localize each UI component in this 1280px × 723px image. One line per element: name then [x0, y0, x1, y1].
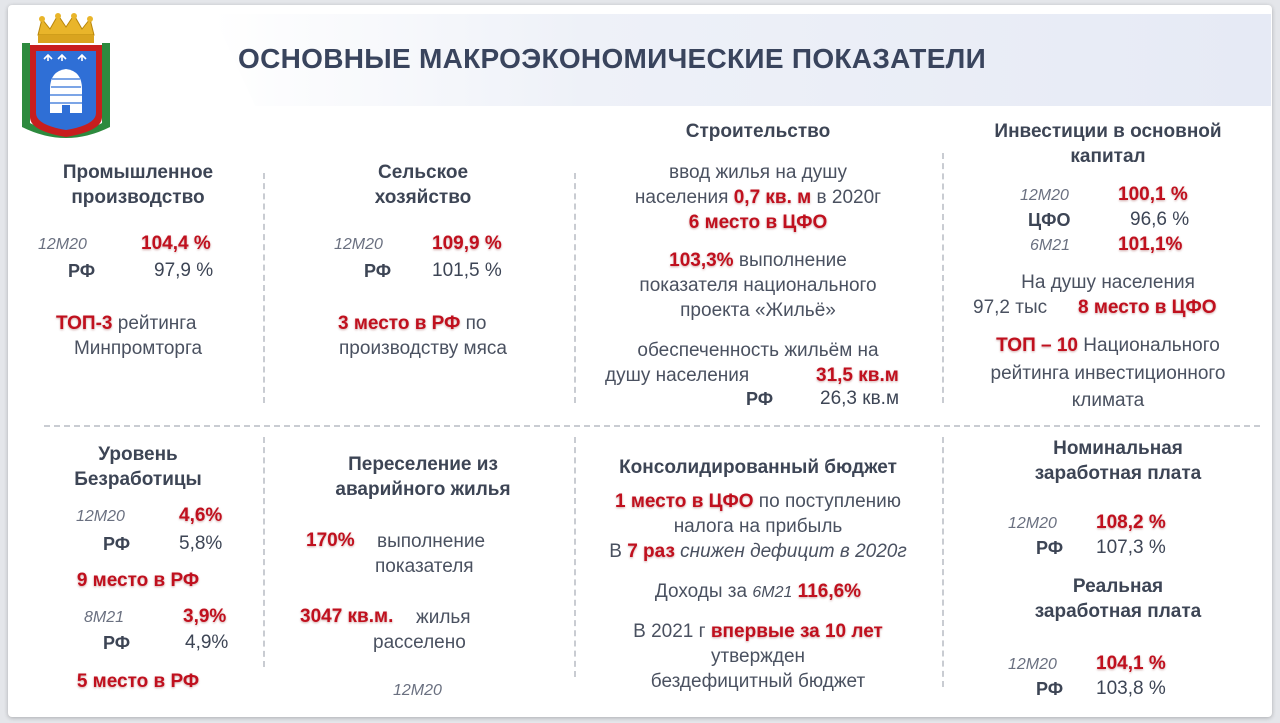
resettlement-text1a: выполнение: [377, 531, 486, 552]
vertical-divider: [263, 173, 265, 403]
budget-line4: Доходы за 6М21 116,6%: [654, 581, 862, 602]
nominal-wage-value: 108,2 %: [1096, 512, 1166, 533]
unemployment-rf1-label: РФ: [103, 534, 131, 554]
coat-of-arms-icon: [22, 13, 110, 138]
vertical-divider: [942, 153, 944, 403]
industry-heading-line2: производство: [71, 187, 205, 208]
resettlement-text2b: расселено: [373, 632, 466, 653]
unemployment-heading-line2: Безработицы: [74, 469, 202, 490]
construction-line2: населения 0,7 кв. м в 2020г: [634, 187, 882, 208]
agriculture-rank: 3 место в РФ по: [338, 313, 487, 334]
nominal-wage-heading-line2: заработная плата: [1034, 463, 1202, 484]
resettlement-value1: 170%: [306, 530, 355, 551]
budget-line5: В 2021 г впервые за 10 лет: [633, 621, 883, 642]
resettlement-text1b: показателя: [375, 556, 474, 577]
budget-line6: утвержден: [710, 646, 806, 667]
slide: ОСНОВНЫЕ МАКРОЭКОНОМИЧЕСКИЕ ПОКАЗАТЕЛИ: [8, 5, 1272, 717]
investment-line5: климата: [1071, 390, 1145, 411]
construction-line5: показателя национального: [639, 275, 877, 296]
investment-heading-line1: Инвестиции в основной: [994, 121, 1222, 142]
real-wage-rf-value: 103,8 %: [1096, 678, 1166, 699]
construction-rf-label: РФ: [746, 389, 774, 409]
construction-line7: обеспеченность жильём на: [637, 340, 879, 361]
resettlement-period-label: 12М20: [393, 682, 442, 699]
investment-cfo-value: 96,6 %: [1130, 209, 1190, 230]
resettlement-heading-line2: аварийного жилья: [335, 479, 511, 500]
industry-value: 104,4 %: [141, 233, 211, 254]
budget-line3: В 7 раз снижен дефицит в 2020г: [609, 541, 907, 562]
unemployment-rank1: 9 место в РФ: [76, 570, 200, 591]
agriculture-heading-line1: Сельское: [377, 162, 469, 183]
real-wage-heading-line2: заработная плата: [1034, 601, 1202, 622]
budget-line2: налога на прибыль: [673, 516, 843, 537]
resettlement-text2a: жилья: [416, 607, 471, 628]
nominal-wage-rf-label: РФ: [1036, 538, 1064, 558]
investment-cfo-label: ЦФО: [1028, 210, 1071, 230]
investment-value1: 100,1 %: [1118, 184, 1188, 205]
construction-rank: 6 место в ЦФО: [688, 212, 828, 233]
industry-rf-value: 97,9 %: [154, 260, 214, 281]
unemployment-value1: 4,6%: [179, 505, 223, 526]
construction-rf-value: 26,3 кв.м: [820, 388, 900, 409]
real-wage-period-label: 12М20: [1008, 656, 1057, 673]
industry-heading-line1: Промышленное: [62, 162, 214, 183]
nominal-wage-rf-value: 107,3 %: [1096, 537, 1166, 558]
agriculture-rf-value: 101,5 %: [432, 260, 502, 281]
investment-rank: 8 место в ЦФО: [1078, 297, 1217, 318]
unemployment-value2: 3,9%: [183, 606, 227, 627]
vertical-divider: [263, 437, 265, 667]
agriculture-value: 109,9 %: [432, 233, 502, 254]
unemployment-rank2: 5 место в РФ: [76, 671, 200, 692]
vertical-divider: [942, 437, 944, 687]
construction-line1: ввод жилья на душу: [668, 162, 848, 183]
unemployment-heading-line1: Уровень: [98, 444, 178, 465]
investment-value2: 101,1%: [1118, 234, 1183, 255]
agriculture-period-label: 12М20: [334, 236, 383, 253]
budget-line7: бездефицитный бюджет: [650, 671, 866, 692]
vertical-divider: [574, 173, 576, 403]
unemployment-rf1-value: 5,8%: [179, 533, 223, 554]
resettlement-value2: 3047 кв.м.: [300, 606, 394, 627]
nominal-wage-period-label: 12М20: [1008, 515, 1057, 532]
real-wage-heading-line1: Реальная: [1072, 576, 1164, 597]
investment-heading-line2: капитал: [1070, 146, 1146, 167]
investment-line3: ТОП – 10 Национального: [996, 335, 1220, 356]
construction-line4: 103,3% выполнение: [669, 250, 847, 271]
resettlement-heading-line1: Переселение из: [348, 454, 498, 475]
budget-heading: Консолидированный бюджет: [619, 457, 897, 478]
construction-line8-label: душу населения: [605, 365, 750, 386]
industry-period-label: 12М20: [38, 236, 87, 253]
industry-rank: ТОП-3 рейтинга: [56, 313, 197, 334]
investment-line2-label: 97,2 тыс: [973, 297, 1048, 318]
horizontal-divider: [44, 425, 1260, 427]
unemployment-rf2-label: РФ: [103, 633, 131, 653]
industry-rf-label: РФ: [68, 261, 96, 281]
industry-rank-text: Минпромторга: [73, 338, 203, 359]
budget-line1: 1 место в ЦФО по поступлению: [614, 491, 902, 512]
investment-period-label2: 6М21: [1030, 237, 1071, 254]
agriculture-rank-text: производству мяса: [339, 338, 507, 359]
construction-line8-value: 31,5 кв.м: [816, 365, 899, 386]
agriculture-heading-line2: хозяйство: [374, 187, 472, 208]
unemployment-period-label2: 8М21: [84, 609, 125, 626]
real-wage-rf-label: РФ: [1036, 679, 1064, 699]
construction-heading: Строительство: [685, 121, 831, 142]
nominal-wage-heading-line1: Номинальная: [1053, 438, 1183, 459]
agriculture-rf-label: РФ: [364, 261, 392, 281]
unemployment-rf2-value: 4,9%: [185, 632, 229, 653]
unemployment-period-label1: 12М20: [76, 508, 125, 525]
real-wage-value: 104,1 %: [1096, 653, 1166, 674]
page-title: ОСНОВНЫЕ МАКРОЭКОНОМИЧЕСКИЕ ПОКАЗАТЕЛИ: [238, 43, 987, 74]
vertical-divider: [574, 437, 576, 677]
investment-period-label1: 12М20: [1020, 187, 1069, 204]
investment-line4: рейтинга инвестиционного: [990, 363, 1226, 384]
investment-line1: На душу населения: [1021, 272, 1195, 293]
construction-line6: проекта «Жильё»: [680, 300, 836, 321]
title-banner: [213, 14, 1271, 106]
